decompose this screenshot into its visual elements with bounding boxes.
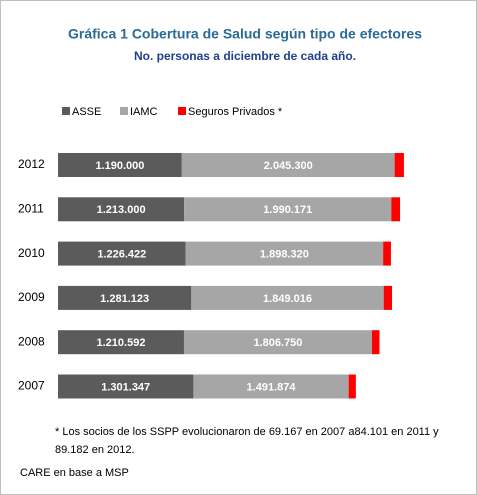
data-label: 1.990.171 (263, 204, 312, 216)
bar-segment (391, 197, 401, 222)
data-label: 1.806.750 (253, 337, 302, 349)
legend-swatch (62, 107, 70, 115)
bar-segment (394, 153, 404, 177)
data-label: 1.898.320 (260, 249, 309, 261)
data-label: 1.190.000 (95, 160, 144, 172)
data-label: 2.045.300 (264, 160, 313, 172)
y-tick-label: 2009 (18, 290, 45, 304)
legend-label: ASSE (72, 106, 101, 118)
bar-segment (58, 374, 194, 399)
y-tick-label: 2011 (18, 201, 44, 215)
chart-title: Gráfica 1 Cobertura de Salud según tipo … (68, 26, 422, 42)
data-label: 1.213.000 (97, 204, 146, 216)
bar-segment (383, 241, 391, 266)
bar-segment (193, 374, 349, 399)
bar-segment (371, 330, 380, 355)
bar-segment (58, 330, 184, 355)
legend-swatch (120, 107, 128, 115)
y-tick-label: 2008 (18, 334, 45, 348)
bar-segment (185, 241, 384, 266)
bar-segment (184, 197, 392, 222)
data-label: 1.226.422 (97, 249, 146, 261)
y-tick-label: 2007 (18, 379, 45, 393)
data-label: 1.210.592 (97, 337, 146, 349)
data-label: 1.281.123 (100, 293, 149, 305)
legend-label: IAMC (130, 106, 158, 118)
data-label: 1.491.874 (247, 381, 297, 393)
legend-label: Seguros Privados * (188, 106, 283, 118)
bar-segment (181, 153, 395, 177)
bar-segment (191, 285, 384, 310)
source: CARE en base a MSP (20, 467, 129, 479)
y-tick-label: 2010 (18, 246, 45, 260)
bar-segment (183, 330, 372, 355)
bar-segment (58, 241, 186, 266)
note: 89.182 en 2012. (55, 444, 135, 456)
chart-subtitle: No. personas a diciembre de cada año. (134, 49, 356, 63)
legend-swatch (178, 107, 186, 115)
bar-segment (58, 285, 192, 310)
bar-segment (58, 153, 182, 177)
bar-segment (348, 374, 356, 399)
bar-segment (383, 285, 393, 310)
data-label: 1.301.347 (101, 381, 150, 393)
y-tick-label: 2012 (18, 157, 45, 171)
note: * Los socios de los SSPP evolucionaron d… (55, 426, 439, 438)
data-label: 1.849.016 (263, 293, 312, 305)
bar-segment (58, 197, 185, 222)
